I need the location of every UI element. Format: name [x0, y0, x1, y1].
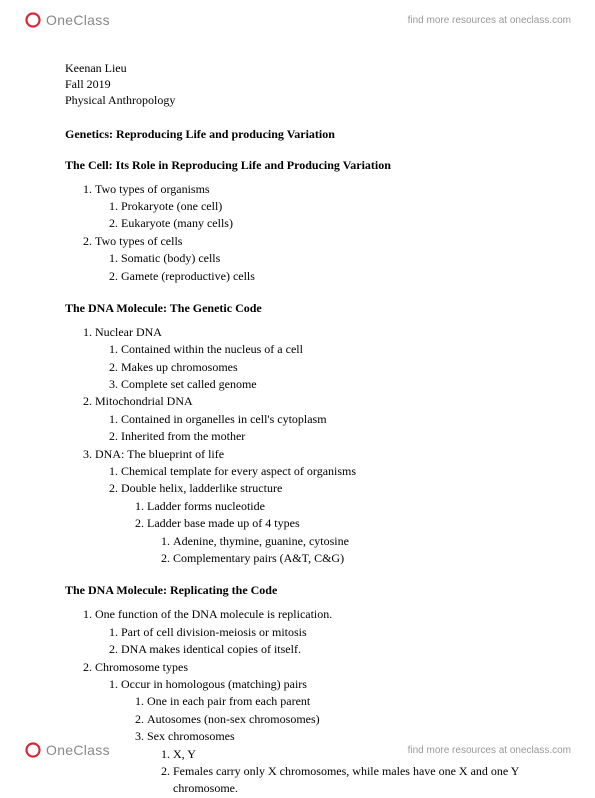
- list-item: Gamete (reproductive) cells: [121, 268, 530, 285]
- list-item: Contained within the nucleus of a cell: [121, 341, 530, 358]
- list-item: Mitochondrial DNA Contained in organelle…: [95, 393, 530, 445]
- list-item: Prokaryote (one cell): [121, 198, 530, 215]
- brand: OneClass: [24, 11, 110, 29]
- list-text: Double helix, ladderlike structure: [121, 481, 282, 495]
- author-line: Keenan Lieu: [65, 60, 530, 76]
- list-item: Nuclear DNA Contained within the nucleus…: [95, 324, 530, 394]
- list-item: One in each pair from each parent: [147, 693, 530, 710]
- list-text: Prokaryote (one cell): [121, 199, 222, 213]
- list-text: Complete set called genome: [121, 377, 257, 391]
- list-item: Two types of cells Somatic (body) cells …: [95, 233, 530, 285]
- page-footer: OneClass find more resources at oneclass…: [0, 736, 595, 764]
- list-item: Eukaryote (many cells): [121, 215, 530, 232]
- list-item: Contained in organelles in cell's cytopl…: [121, 411, 530, 428]
- tagline-top: find more resources at oneclass.com: [408, 15, 571, 26]
- list-text: Two types of cells: [95, 234, 182, 248]
- list-text: Chemical template for every aspect of or…: [121, 464, 356, 478]
- list-text: Contained within the nucleus of a cell: [121, 342, 303, 356]
- list-text: Nuclear DNA: [95, 325, 162, 339]
- list-text: One function of the DNA molecule is repl…: [95, 607, 332, 621]
- list-item: Chemical template for every aspect of or…: [121, 463, 530, 480]
- section-code-heading: The DNA Molecule: The Genetic Code: [65, 301, 530, 316]
- list-item: Part of cell division-meiosis or mitosis: [121, 624, 530, 641]
- list-item: Ladder base made up of 4 types Adenine, …: [147, 515, 530, 567]
- list-text: Ladder base made up of 4 types: [147, 516, 300, 530]
- list-item: Adenine, thymine, guanine, cytosine: [173, 533, 530, 550]
- list-text: Adenine, thymine, guanine, cytosine: [173, 534, 349, 548]
- list-item: Double helix, ladderlike structure Ladde…: [121, 480, 530, 567]
- course-line: Physical Anthropology: [65, 92, 530, 108]
- brand-logo-icon: [24, 11, 42, 29]
- brand-name-footer: OneClass: [46, 742, 110, 758]
- page-header: OneClass find more resources at oneclass…: [0, 6, 595, 34]
- list-text: Two types of organisms: [95, 182, 210, 196]
- brand-footer: OneClass: [24, 741, 110, 759]
- list-text: Complementary pairs (A&T, C&G): [173, 551, 344, 565]
- list-text: Somatic (body) cells: [121, 251, 220, 265]
- list-item: Complete set called genome: [121, 376, 530, 393]
- list-text: Inherited from the mother: [121, 429, 245, 443]
- list-item: Autosomes (non-sex chromosomes): [147, 711, 530, 728]
- list-item: Complementary pairs (A&T, C&G): [173, 550, 530, 567]
- list-text: Females carry only X chromosomes, while …: [173, 764, 519, 795]
- brand-logo-icon: [24, 741, 42, 759]
- list-text: Occur in homologous (matching) pairs: [121, 677, 307, 691]
- list-item: Two types of organisms Prokaryote (one c…: [95, 181, 530, 233]
- list-item: Somatic (body) cells: [121, 250, 530, 267]
- section-code-list: Nuclear DNA Contained within the nucleus…: [65, 324, 530, 567]
- list-text: Ladder forms nucleotide: [147, 499, 265, 513]
- list-text: Mitochondrial DNA: [95, 394, 193, 408]
- list-item: Ladder forms nucleotide: [147, 498, 530, 515]
- list-text: Makes up chromosomes: [121, 360, 238, 374]
- list-text: DNA makes identical copies of itself.: [121, 642, 301, 656]
- brand-name: OneClass: [46, 12, 110, 28]
- document-body: Keenan Lieu Fall 2019 Physical Anthropol…: [65, 60, 530, 798]
- list-item: One function of the DNA molecule is repl…: [95, 606, 530, 658]
- list-text: Autosomes (non-sex chromosomes): [147, 712, 320, 726]
- list-text: Gamete (reproductive) cells: [121, 269, 255, 283]
- list-text: Eukaryote (many cells): [121, 216, 233, 230]
- list-text: One in each pair from each parent: [147, 694, 310, 708]
- section-cell-heading: The Cell: Its Role in Reproducing Life a…: [65, 158, 530, 173]
- section-cell-list: Two types of organisms Prokaryote (one c…: [65, 181, 530, 285]
- section-repl-list: One function of the DNA molecule is repl…: [65, 606, 530, 797]
- list-item: Chromosome types Occur in homologous (ma…: [95, 659, 530, 798]
- list-text: Contained in organelles in cell's cytopl…: [121, 412, 327, 426]
- list-item: DNA makes identical copies of itself.: [121, 641, 530, 658]
- list-item: Females carry only X chromosomes, while …: [173, 763, 530, 798]
- list-item: Makes up chromosomes: [121, 359, 530, 376]
- tagline-bottom: find more resources at oneclass.com: [408, 745, 571, 756]
- section-repl-heading: The DNA Molecule: Replicating the Code: [65, 583, 530, 598]
- list-item: Inherited from the mother: [121, 428, 530, 445]
- term-line: Fall 2019: [65, 76, 530, 92]
- list-text: DNA: The blueprint of life: [95, 447, 224, 461]
- doc-title: Genetics: Reproducing Life and producing…: [65, 127, 530, 142]
- list-text: Chromosome types: [95, 660, 188, 674]
- list-item: DNA: The blueprint of life Chemical temp…: [95, 446, 530, 568]
- list-text: Part of cell division-meiosis or mitosis: [121, 625, 307, 639]
